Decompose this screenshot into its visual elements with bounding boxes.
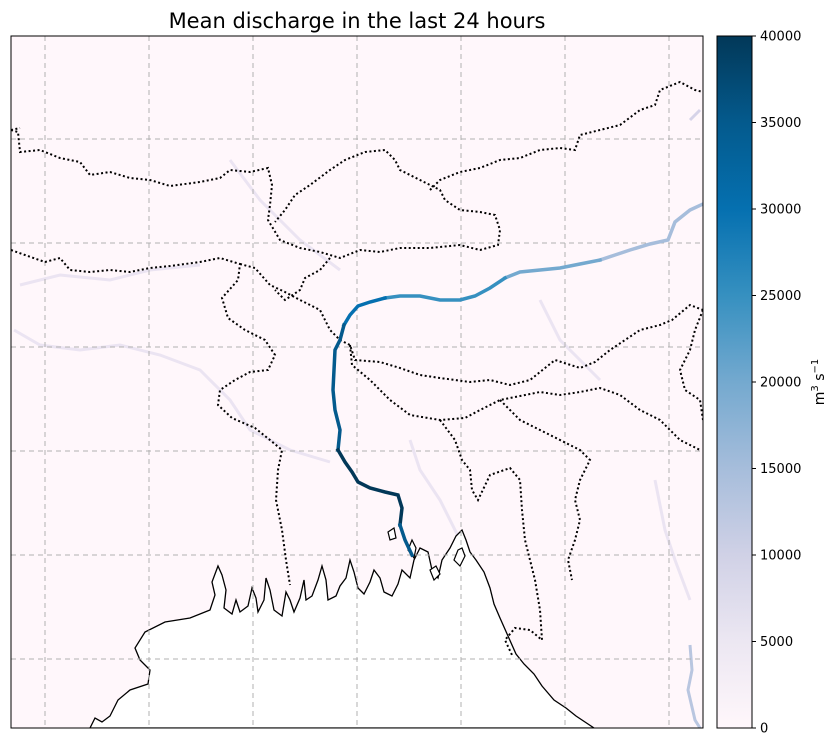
colorbar-ticks: 0 5000 10000 15000 20000 25000 30000 35000 40000 <box>752 30 801 737</box>
colorbar-gradient-bar <box>717 36 752 728</box>
map-panel <box>11 36 703 728</box>
colorbar-tick-label: 25000 <box>760 289 801 304</box>
map-frame <box>10 35 704 729</box>
colorbar-tick-label: 10000 <box>760 549 801 564</box>
colorbar-tick-label: 15000 <box>760 462 801 477</box>
colorbar: 0 5000 10000 15000 20000 25000 30000 35000 40000… <box>716 30 828 737</box>
colorbar-tick-label: 0 <box>760 722 768 737</box>
right-edge-rivers <box>686 644 702 728</box>
colorbar-tick-label: 30000 <box>760 203 801 218</box>
bay-of-bengal <box>89 528 596 728</box>
colorbar-tick-label: 40000 <box>760 30 801 45</box>
map-title: Mean discharge in the last 24 hours <box>169 9 546 33</box>
colorbar-label: m3 s−1 <box>810 359 828 406</box>
colorbar-tick-label: 35000 <box>760 116 801 131</box>
main-river <box>331 202 703 558</box>
delta-islands <box>387 527 466 582</box>
colorbar-tick-label: 20000 <box>760 376 801 391</box>
country-borders <box>11 80 703 656</box>
colorbar-tick-label: 5000 <box>760 635 793 650</box>
gridlines <box>11 36 703 728</box>
